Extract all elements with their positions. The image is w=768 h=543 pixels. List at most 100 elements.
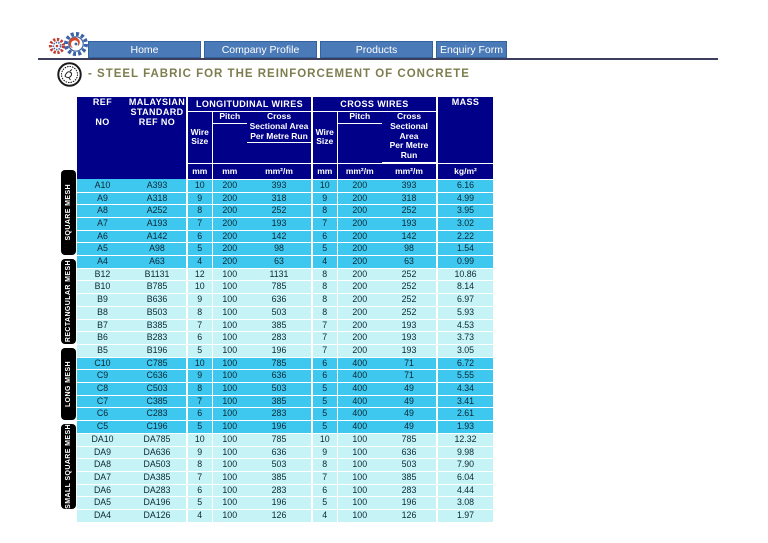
cell: 636 (382, 446, 438, 460)
cell: C636 (128, 369, 187, 384)
cell: 400 (336, 420, 382, 434)
cell: 100 (211, 509, 247, 523)
cell: 5 (186, 242, 212, 257)
header-csa-cross: Cross Sectional Area Per Metre Run (382, 111, 438, 164)
cell: 7 (186, 319, 212, 333)
cell: B6 (77, 331, 128, 345)
page-title: - STEEL FABRIC FOR THE REINFORCEMENT OF … (88, 68, 470, 80)
cell: 63 (247, 255, 312, 269)
csa-line: Sectional Area (390, 120, 428, 141)
cell: B12 (77, 268, 128, 282)
cell: DA636 (128, 446, 187, 460)
nav-home[interactable]: Home (88, 41, 201, 58)
cell: 4 (186, 509, 212, 523)
cell: 200 (211, 179, 247, 193)
header-longitudinal-wires: LONGITUDINAL WIRES (186, 97, 312, 112)
cell: 49 (382, 395, 438, 409)
cell: 400 (336, 382, 382, 396)
cell: 6 (311, 484, 337, 498)
cell: 6 (186, 407, 212, 422)
cell: 196 (247, 420, 312, 434)
cell: 7 (311, 331, 337, 345)
cell: 100 (336, 509, 382, 523)
table-row: A4 A63 4 200 63 4 200 63 0.99 (77, 255, 494, 269)
unit-csa-long: mm²/m (247, 162, 312, 180)
cell: 200 (211, 217, 247, 231)
table-row: DA5 DA196 5 100 196 5 100 196 3.08 (77, 496, 494, 511)
cell: A6 (77, 230, 128, 244)
cell: 193 (382, 319, 438, 333)
cell: 8 (311, 458, 337, 472)
group-tab-square-mesh: SQUARE MESH (61, 170, 76, 255)
steel-fabric-table: REF NO MALAYSIAN STANDARD REF NO LONGITU… (77, 97, 494, 523)
cell: 100 (211, 433, 247, 447)
cell: 5.55 (436, 369, 494, 384)
table-row: DA6 DA283 6 100 283 6 100 283 4.44 (77, 484, 494, 498)
table-row: B6 B283 6 100 283 7 200 193 3.73 (77, 331, 494, 345)
cell: 196 (247, 496, 312, 511)
table-row: B8 B503 8 100 503 8 200 252 5.93 (77, 306, 494, 320)
cell: 200 (336, 204, 382, 218)
table-row: DA7 DA385 7 100 385 7 100 385 6.04 (77, 471, 494, 485)
cell: 200 (211, 204, 247, 218)
cell: B10 (77, 280, 128, 295)
cell: 785 (247, 433, 312, 447)
table-row: B12 B1131 12 100 1131 8 200 252 10.86 (77, 268, 494, 282)
cell: 100 (336, 458, 382, 472)
table-row: C9 C636 9 100 636 6 400 71 5.55 (77, 369, 494, 384)
cell: 9 (311, 446, 337, 460)
cell: A5 (77, 242, 128, 257)
cell: DA385 (128, 471, 187, 485)
table-row: A7 A193 7 200 193 7 200 193 3.02 (77, 217, 494, 231)
cell: 71 (382, 369, 438, 384)
cell: 200 (336, 280, 382, 295)
cell: 6 (186, 331, 212, 345)
unit-wire-size-cross: mm (311, 162, 337, 180)
cell: 8 (186, 306, 212, 320)
cell: 7 (311, 319, 337, 333)
cell: 10 (311, 179, 337, 193)
cell: DA503 (128, 458, 187, 472)
cell: 283 (247, 407, 312, 422)
cell: DA7 (77, 471, 128, 485)
table-row: B9 B636 9 100 636 8 200 252 6.97 (77, 293, 494, 307)
cell: B385 (128, 319, 187, 333)
cell: 200 (336, 255, 382, 269)
table-row: C8 C503 8 100 503 5 400 49 4.34 (77, 382, 494, 396)
cell: DA126 (128, 509, 187, 523)
cell: 193 (382, 217, 438, 231)
header-csa-long: Cross Sectional Area Per Metre Run (247, 111, 312, 164)
cell: B1131 (128, 268, 187, 282)
csa-line: Cross (396, 111, 422, 121)
table-row: A10 A393 10 200 393 10 200 393 6.16 (77, 179, 494, 193)
cell: A8 (77, 204, 128, 218)
cell: 2.22 (436, 230, 494, 244)
cell: C10 (77, 357, 128, 371)
nav-products[interactable]: Products (320, 41, 433, 58)
cell: 9 (186, 369, 212, 384)
cell: C785 (128, 357, 187, 371)
unit-pitch-long: mm (211, 162, 247, 180)
unit-wire-size-long: mm (186, 162, 212, 180)
cell: 100 (211, 331, 247, 345)
cell: 385 (247, 471, 312, 485)
certification-seal-icon (57, 62, 82, 87)
nav-enquiry-form[interactable]: Enquiry Form (436, 41, 507, 58)
cell: 200 (336, 192, 382, 206)
header-ref-line1: REF (92, 97, 113, 107)
cell: 1131 (247, 268, 312, 282)
cell: 193 (247, 217, 312, 231)
cell: 10 (186, 280, 212, 295)
cell: 9.98 (436, 446, 494, 460)
cell: 5 (311, 496, 337, 511)
cell: 100 (336, 471, 382, 485)
cell: 100 (211, 420, 247, 434)
cell: 3.41 (436, 395, 494, 409)
nav-company-profile[interactable]: Company Profile (204, 41, 317, 58)
cell: C503 (128, 382, 187, 396)
cell: 393 (382, 179, 438, 193)
cell: 196 (382, 496, 438, 511)
cell: 7 (311, 471, 337, 485)
unit-mass: kg/m² (436, 162, 494, 180)
cell: 6 (311, 230, 337, 244)
